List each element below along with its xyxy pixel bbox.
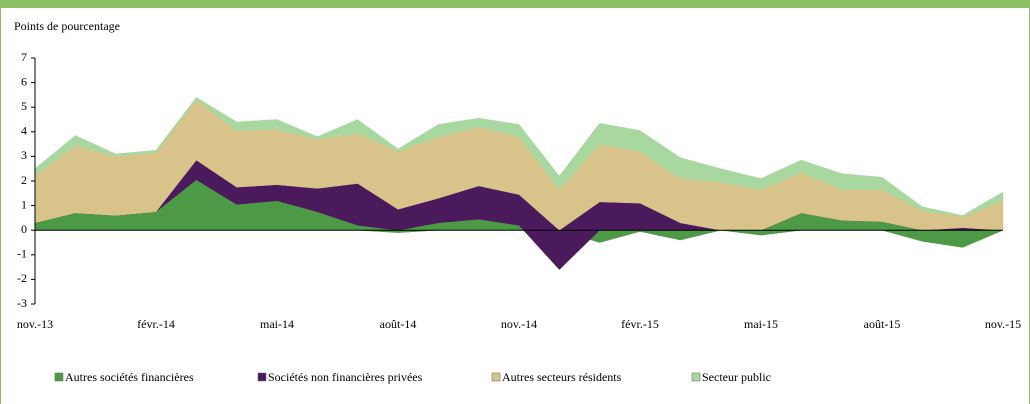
legend-swatch xyxy=(691,372,701,382)
top-band xyxy=(0,0,1030,8)
y-tick-label: 5 xyxy=(21,99,27,113)
x-tick-label: févr.-14 xyxy=(137,317,175,331)
legend: Autres sociétés financières Sociétés non … xyxy=(54,370,771,384)
y-tick-label: 2 xyxy=(21,173,27,187)
legend-label: Autres secteurs résidents xyxy=(502,370,622,384)
x-tick-label: nov.-15 xyxy=(985,317,1021,331)
y-tick-label: -3 xyxy=(17,296,27,310)
legend-item: Autres secteurs résidents xyxy=(491,370,622,384)
y-axis-label: Points de pourcentage xyxy=(14,19,120,33)
y-tick-label: 6 xyxy=(21,74,27,88)
y-tick-label: -2 xyxy=(17,271,27,285)
legend-item: Secteur public xyxy=(691,370,771,384)
y-tick-label: 3 xyxy=(21,148,27,162)
legend-item: Sociétés non financières privées xyxy=(257,370,423,384)
legend-swatch xyxy=(54,372,64,382)
axes: -3 -2 -1 0 1 2 3 4 5 6 7 nov.-13 févr.-14 mai-14 août-… xyxy=(17,50,1021,331)
x-tick-label: août-14 xyxy=(380,317,417,331)
x-tick-label: mai-14 xyxy=(260,317,294,331)
y-tick-label: 0 xyxy=(21,222,27,236)
legend-item: Autres sociétés financières xyxy=(54,370,194,384)
y-tick-label: 4 xyxy=(21,124,27,138)
area xyxy=(34,97,1004,217)
x-tick-label: févr.-15 xyxy=(621,317,659,331)
x-tick-label: mai-15 xyxy=(744,317,778,331)
y-tick-label: 7 xyxy=(21,50,27,64)
legend-label: Secteur public xyxy=(702,370,771,384)
legend-swatch xyxy=(257,372,267,382)
areas xyxy=(34,97,1004,270)
legend-label: Sociétés non financières privées xyxy=(268,370,423,384)
y-tick-label: 1 xyxy=(21,197,27,211)
x-tick-label: août-15 xyxy=(864,317,901,331)
y-tick-label: -1 xyxy=(17,247,27,261)
legend-label: Autres sociétés financières xyxy=(65,370,194,384)
x-tick-label: nov.-13 xyxy=(17,317,53,331)
legend-swatch xyxy=(491,372,501,382)
x-tick-label: nov.-14 xyxy=(501,317,537,331)
